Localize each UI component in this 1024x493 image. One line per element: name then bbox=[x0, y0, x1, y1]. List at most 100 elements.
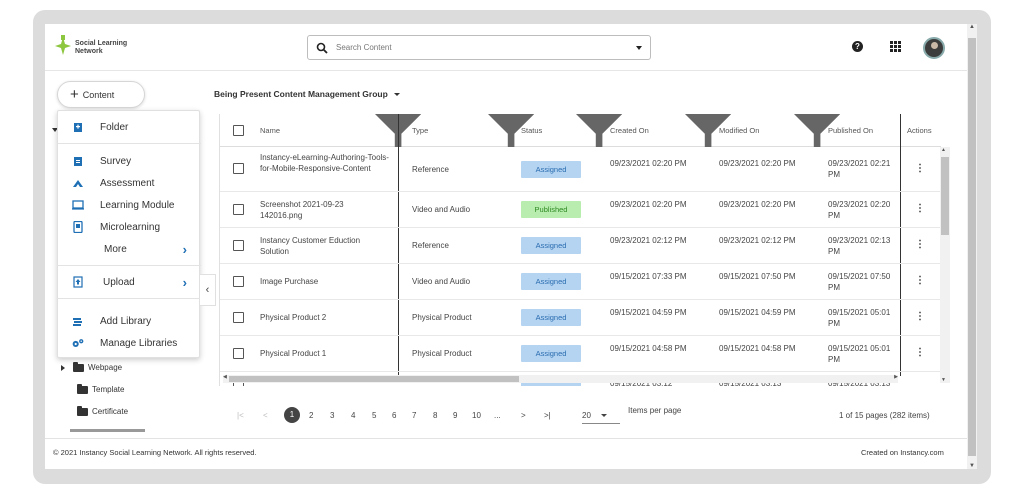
row-actions-kebab-icon[interactable]: ⋮ bbox=[915, 163, 925, 174]
logo[interactable]: Social Learning Network bbox=[53, 34, 127, 62]
next-page-button[interactable]: > bbox=[521, 411, 526, 420]
page-button[interactable]: 8 bbox=[433, 411, 438, 420]
first-page-button[interactable]: |< bbox=[237, 411, 244, 420]
last-page-button[interactable]: >| bbox=[544, 411, 551, 420]
tree-item-certificate[interactable]: Certificate bbox=[77, 405, 128, 416]
grid-horizontal-scrollbar[interactable]: ◀ ▶ bbox=[223, 374, 898, 383]
menu-item-learning-module[interactable]: Learning Module bbox=[58, 195, 201, 215]
column-created-on[interactable]: Created On bbox=[610, 114, 649, 147]
menu-item-label: Learning Module bbox=[100, 199, 175, 211]
menu-item-manage-libraries[interactable]: Manage Libraries bbox=[58, 333, 201, 353]
prev-page-button[interactable]: < bbox=[263, 411, 268, 420]
tree-item-webpage[interactable]: Webpage bbox=[61, 361, 122, 372]
page-button[interactable]: 6 bbox=[392, 411, 397, 420]
scroll-down-icon[interactable]: ▼ bbox=[969, 463, 975, 469]
search-box[interactable]: Search Content bbox=[307, 35, 651, 60]
help-icon[interactable]: ? bbox=[852, 41, 863, 52]
page-summary: 1 of 15 pages (282 items) bbox=[839, 411, 930, 420]
created-on-link[interactable]: Created on Instancy.com bbox=[861, 448, 944, 457]
column-published-on[interactable]: Published On bbox=[828, 114, 873, 147]
menu-item-upload[interactable]: Upload › bbox=[58, 272, 201, 292]
filter-icon[interactable] bbox=[488, 114, 535, 147]
add-content-button[interactable]: + Content bbox=[57, 81, 145, 108]
status-badge: Assigned bbox=[521, 345, 581, 362]
tree-horizontal-scrollbar[interactable] bbox=[70, 429, 145, 432]
column-modified-on[interactable]: Modified On bbox=[719, 114, 759, 147]
scroll-thumb[interactable] bbox=[229, 376, 519, 382]
column-divider[interactable] bbox=[398, 114, 399, 376]
row-created: 09/23/2021 02:20 PM bbox=[610, 200, 687, 209]
page-button[interactable]: 4 bbox=[351, 411, 356, 420]
column-header-label: Status bbox=[521, 126, 543, 135]
row-name[interactable]: Instancy Customer Eduction Solution bbox=[260, 236, 361, 256]
row-modified: 09/23/2021 02:12 PM bbox=[719, 236, 796, 245]
row-checkbox[interactable] bbox=[233, 163, 244, 174]
apps-grid-icon[interactable] bbox=[890, 41, 901, 52]
scroll-up-icon[interactable]: ▲ bbox=[941, 147, 946, 153]
filter-icon[interactable] bbox=[794, 114, 841, 147]
tree-arrow-icon[interactable] bbox=[61, 364, 65, 371]
menu-item-survey[interactable]: Survey bbox=[58, 151, 201, 171]
menu-item-more[interactable]: More › bbox=[58, 239, 201, 259]
grid-vertical-scrollbar[interactable]: ▲ ▼ bbox=[940, 147, 950, 383]
page-button-active[interactable]: 1 bbox=[284, 407, 300, 423]
row-checkbox[interactable] bbox=[233, 348, 244, 359]
table-row[interactable]: Instancy Customer Eduction Solution Refe… bbox=[220, 228, 941, 264]
page-button[interactable]: 2 bbox=[309, 411, 314, 420]
page-button[interactable]: 7 bbox=[412, 411, 417, 420]
search-input[interactable]: Search Content bbox=[336, 43, 392, 52]
row-actions-kebab-icon[interactable]: ⋮ bbox=[915, 239, 925, 250]
menu-item-add-library[interactable]: Add Library bbox=[58, 311, 201, 331]
page-size-select[interactable]: 20 bbox=[582, 408, 620, 424]
group-selector[interactable]: Being Present Content Management Group bbox=[214, 89, 400, 99]
column-status[interactable]: Status bbox=[521, 114, 542, 147]
column-name[interactable]: Name bbox=[260, 114, 280, 147]
row-name[interactable]: Image Purchase bbox=[260, 277, 319, 286]
tree-item-template[interactable]: Template bbox=[77, 383, 125, 394]
table-row[interactable]: Physical Product 2 Physical Product Assi… bbox=[220, 300, 941, 336]
filter-icon[interactable] bbox=[685, 114, 732, 147]
menu-item-assessment[interactable]: Assessment bbox=[58, 173, 201, 193]
table-row[interactable]: Physical Product 1 Physical Product Assi… bbox=[220, 336, 941, 372]
row-actions-kebab-icon[interactable]: ⋮ bbox=[915, 311, 925, 322]
row-actions-kebab-icon[interactable]: ⋮ bbox=[915, 275, 925, 286]
row-name[interactable]: Instancy-eLearning-Authoring-Tools-for-M… bbox=[260, 153, 389, 173]
scroll-right-icon[interactable]: ▶ bbox=[894, 374, 898, 380]
table-row[interactable]: Image Purchase Video and Audio Assigned … bbox=[220, 264, 941, 300]
table-row[interactable]: Instancy-eLearning-Authoring-Tools-for-M… bbox=[220, 147, 941, 192]
more-pages-button[interactable]: ... bbox=[494, 411, 501, 420]
scroll-thumb[interactable] bbox=[968, 38, 976, 456]
page-vertical-scrollbar[interactable]: ▲ ▼ bbox=[967, 24, 977, 469]
tree-expand-icon[interactable] bbox=[52, 128, 58, 132]
menu-item-folder[interactable]: Folder bbox=[58, 117, 201, 137]
row-actions-kebab-icon[interactable]: ⋮ bbox=[915, 347, 925, 358]
column-type[interactable]: Type bbox=[412, 114, 428, 147]
tree-item-label: Template bbox=[92, 385, 125, 394]
row-checkbox[interactable] bbox=[233, 204, 244, 215]
page-button[interactable]: 5 bbox=[372, 411, 377, 420]
filter-icon[interactable] bbox=[576, 114, 623, 147]
select-all-checkbox[interactable] bbox=[233, 114, 244, 147]
menu-item-microlearning[interactable]: Microlearning bbox=[58, 217, 201, 237]
scroll-down-icon[interactable]: ▼ bbox=[941, 377, 946, 383]
row-name[interactable]: Physical Product 1 bbox=[260, 349, 327, 358]
page-button[interactable]: 9 bbox=[453, 411, 458, 420]
row-checkbox[interactable] bbox=[233, 312, 244, 323]
scroll-up-icon[interactable]: ▲ bbox=[969, 24, 975, 30]
row-actions-kebab-icon[interactable]: ⋮ bbox=[915, 203, 925, 214]
page-button[interactable]: 10 bbox=[472, 411, 481, 420]
row-checkbox[interactable] bbox=[233, 276, 244, 287]
scroll-thumb[interactable] bbox=[941, 157, 949, 235]
chevron-down-icon bbox=[600, 414, 607, 417]
column-divider[interactable] bbox=[900, 114, 901, 376]
user-avatar[interactable] bbox=[923, 37, 945, 59]
row-name[interactable]: Physical Product 2 bbox=[260, 313, 327, 322]
scroll-left-icon[interactable]: ◀ bbox=[223, 374, 227, 380]
table-row[interactable]: Screenshot 2021-09-23 142016.png Video a… bbox=[220, 192, 941, 228]
page-button[interactable]: 3 bbox=[330, 411, 335, 420]
search-dropdown-caret-icon[interactable] bbox=[636, 45, 642, 50]
collapse-panel-button[interactable]: ‹ bbox=[200, 274, 216, 306]
menu-item-label: Folder bbox=[100, 121, 129, 133]
row-name[interactable]: Screenshot 2021-09-23 142016.png bbox=[260, 200, 344, 220]
row-checkbox[interactable] bbox=[233, 240, 244, 251]
